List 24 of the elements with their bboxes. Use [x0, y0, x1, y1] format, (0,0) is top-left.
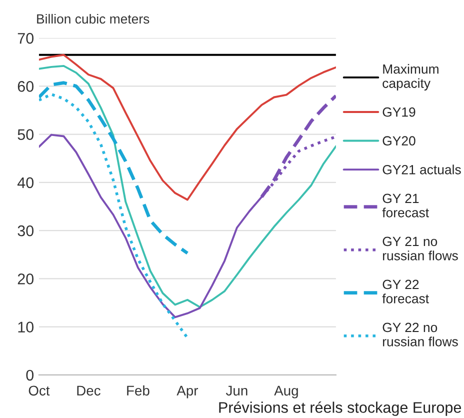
- y-tick-label: 50: [18, 129, 34, 140]
- y-tick-label: 70: [18, 32, 34, 44]
- x-tick-label: Feb: [127, 385, 150, 396]
- y-tick-label: 20: [18, 274, 34, 284]
- legend-label: GY 22 forecast: [382, 280, 429, 304]
- legend-label: GY20: [382, 136, 416, 146]
- legend-label: Maximum capacity: [382, 64, 438, 91]
- legend-label: GY 21 forecast: [382, 194, 429, 218]
- y-tick-label: 30: [18, 225, 34, 236]
- legend-label: GY 21 no russian flows: [382, 236, 458, 260]
- x-tick-label: Oct: [28, 386, 50, 396]
- y-tick-label: 0: [26, 370, 34, 381]
- text: Prévisions et réels stockage Europe: [219, 401, 462, 416]
- y-tick-label: 60: [18, 81, 34, 92]
- y-axis-title: Billion cubic meters: [37, 14, 150, 24]
- x-tick-label: Apr: [176, 386, 198, 398]
- legend-label: GY21 actuals: [382, 164, 461, 174]
- legend-label: GY19: [382, 107, 416, 117]
- y-tick-label: 40: [17, 177, 34, 188]
- x-tick-label: Dec: [77, 386, 100, 396]
- x-tick-label: Aug: [274, 386, 298, 398]
- x-tick-label: Jun: [226, 386, 248, 396]
- y-tick-label: 10: [18, 322, 34, 332]
- legend-label: GY 22 no russian flows: [382, 322, 458, 346]
